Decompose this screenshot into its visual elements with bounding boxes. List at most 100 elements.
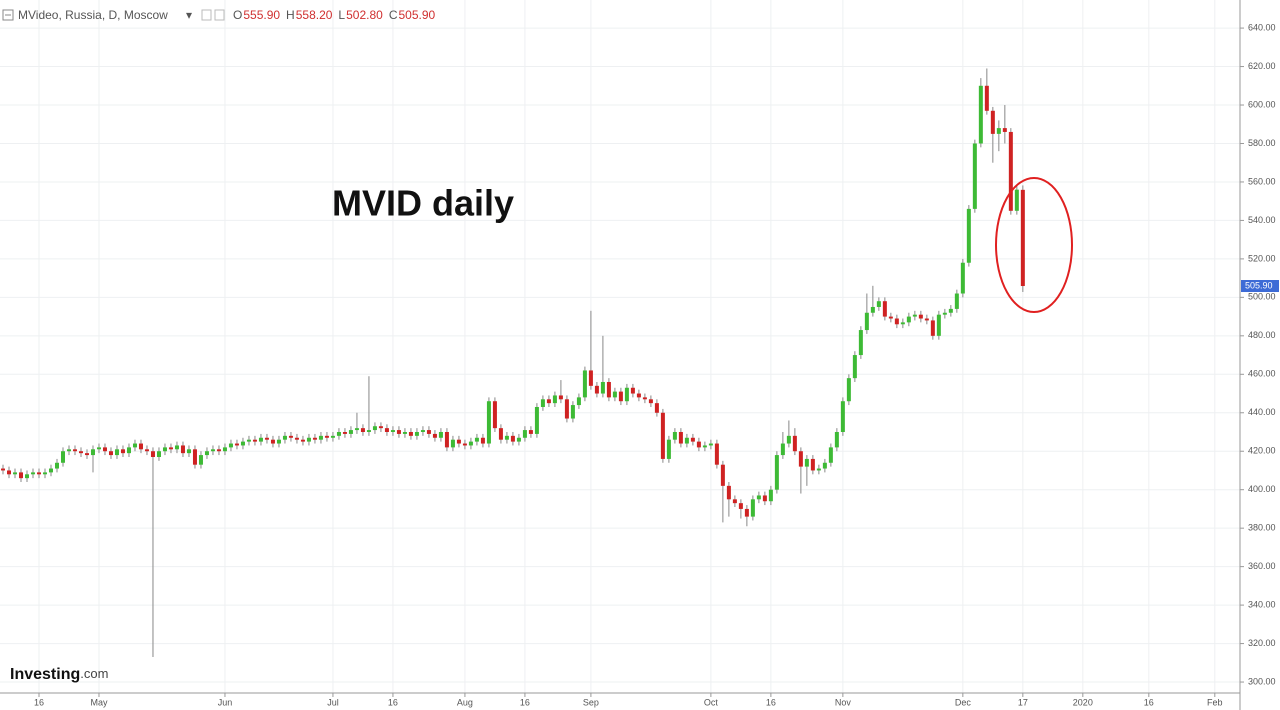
x-tick-label: 2020 [1073,697,1093,707]
dropdown-arrow[interactable]: ▾ [186,8,192,22]
candle-body [30,472,35,475]
settings-icon[interactable] [201,9,212,21]
candle-body [678,431,683,444]
candle-body [894,318,899,325]
candle-body [654,403,659,413]
candle-body [1002,128,1007,132]
candle-body [336,431,341,436]
candle-body [378,426,383,429]
candle-body [240,441,245,446]
candle-body [564,399,569,419]
candle-body [210,449,215,452]
candle-body [876,301,881,307]
candle-body [870,306,875,313]
ohlc-value: 502.80 [346,8,383,22]
candle-body [78,451,83,454]
candle-body [318,435,323,440]
watermark-main: Investing [10,666,80,683]
candle-body [294,437,299,440]
candle-body [792,435,797,452]
x-tick-label: Jun [218,697,233,707]
y-tick-label: 560.00 [1248,176,1276,186]
candle-body [180,445,185,454]
candle-body [246,439,251,442]
candle-body [990,110,995,134]
y-tick-label: 620.00 [1248,61,1276,71]
candle-body [786,435,791,444]
candle-body [120,449,125,454]
candle-body [906,316,911,323]
candle-body [534,406,539,434]
highlight-ellipse [995,177,1073,313]
candle-body [480,437,485,444]
candle-body [150,451,155,457]
watermark-suffix: .com [80,666,108,681]
candle-body [384,428,389,432]
candle-body [636,393,641,398]
candle-body [918,314,923,319]
candle-body [216,449,221,452]
x-tick-label: Aug [457,697,473,707]
candle-body [72,449,77,452]
y-tick-label: 480.00 [1248,330,1276,340]
candle-body [306,437,311,442]
candle-body [174,445,179,450]
candle-body [24,474,29,479]
candle-body [276,439,281,444]
ohlc-header: O 555.90 H 558.20 L 502.80 C 505.90 [233,8,436,22]
candle-body [324,435,329,438]
candle-body [648,399,653,404]
candle-body [288,435,293,438]
candle-body [204,451,209,456]
candle-body [42,472,47,475]
candle-body [528,430,533,434]
candle-body [966,208,971,263]
candle-body [780,443,785,456]
candle-body [390,430,395,432]
candle-body [516,437,521,442]
candle-body [708,443,713,446]
grid [0,0,1240,693]
x-tick-label: 16 [520,697,530,707]
y-tick-label: 360.00 [1248,561,1276,571]
candle-body [504,435,509,440]
candle-body [450,439,455,448]
candle-body [558,395,563,400]
candle-body [414,431,419,436]
candle-body [726,485,731,500]
candle-body [522,430,527,438]
ohlc-value: 505.90 [398,8,435,22]
annotation: MVID daily [332,183,514,224]
candle-body [420,430,425,432]
axes: 300.00 320.00 340.00 360.00 380.00 400.00 420.… [34,22,1279,707]
candle-body [720,464,725,486]
ohlc-key: C [389,8,398,22]
y-tick-label: 640.00 [1248,22,1276,32]
ohlc-key: H [286,8,295,22]
candle-body [888,316,893,319]
candle-body [798,451,803,467]
candle-body [48,468,53,473]
candle-body [402,431,407,434]
candle-body [1008,131,1013,211]
candle-body [102,447,107,452]
candle-body [396,430,401,434]
candle-body [438,431,443,438]
settings-icon[interactable] [214,9,225,21]
candle-body [444,431,449,448]
candle-body [486,401,491,444]
candle-body [66,449,71,452]
y-tick-label: 540.00 [1248,215,1276,225]
x-tick-label: Dec [955,697,972,707]
candle-body [672,431,677,440]
candle-body [1014,189,1019,211]
candle-body [606,381,611,398]
candle-body [552,395,557,404]
candle-body [612,391,617,398]
candle-body [192,449,197,465]
candle-body [684,437,689,444]
candle-body [228,443,233,448]
collapse-icon[interactable] [2,9,14,21]
candle-body [804,458,809,467]
candle-body [366,430,371,432]
